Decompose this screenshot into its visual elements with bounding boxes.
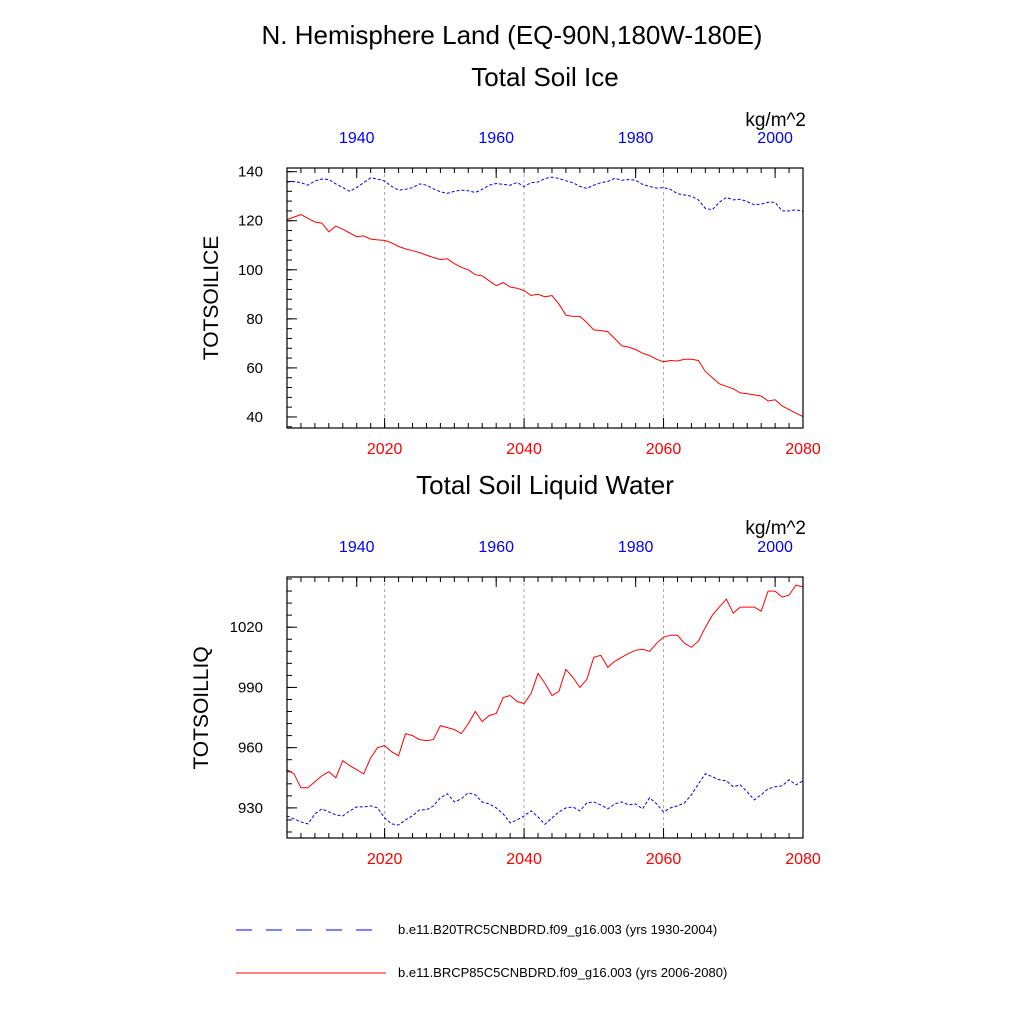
plot-frame [286,576,804,839]
y-tick-label: 960 [238,740,263,757]
panel-title-liq: Total Soil Liquid Water [416,470,674,500]
y-tick-label: 1020 [230,619,263,636]
x-tick-label-bottom: 2020 [367,441,403,458]
y-tick-label: 990 [238,679,263,696]
y-tick-label: 100 [238,262,263,279]
y-tick-label: 60 [246,360,263,377]
panel-liq: Total Soil Liquid Water kg/m^2 TOTSOILLI… [190,470,821,868]
panel-ice: Total Soil Ice kg/m^2 TOTSOILICE 2020 204… [200,62,821,458]
x-tick-label-bottom: 2060 [646,851,682,868]
units-label-ice: kg/m^2 [745,110,806,131]
legend-label-future: b.e11.BRCP85C5CNBDRD.f09_g16.003 (yrs 20… [398,965,727,980]
y-tick-label: 80 [246,311,263,328]
series-line-future [286,584,804,789]
plot-frame [286,167,804,429]
units-label-liq: kg/m^2 [745,518,806,539]
panel-title-ice: Total Soil Ice [471,62,618,92]
y-tick-label: 40 [246,409,263,426]
x-tick-label-top: 1980 [618,539,654,556]
x-tick-label-top: 1960 [478,130,514,147]
series-line-future [286,214,804,417]
legend-label-historical: b.e11.B20TRC5CNBDRD.f09_g16.003 (yrs 193… [398,922,717,937]
x-tick-label-bottom: 2040 [506,441,542,458]
x-tick-label-bottom: 2080 [785,851,821,868]
suptitle: N. Hemisphere Land (EQ-90N,180W-180E) [262,20,763,50]
y-tick-label: 140 [238,164,263,181]
x-tick-label-top: 1960 [478,539,514,556]
x-tick-label-top: 1980 [618,130,654,147]
x-tick-label-top: 1940 [339,130,375,147]
series-line-historical [286,176,804,212]
y-axis-label-liq: TOTSOILLIQ [190,646,213,769]
x-tick-label-bottom: 2060 [646,441,682,458]
x-tick-label-bottom: 2040 [506,851,542,868]
y-tick-label: 930 [238,800,263,817]
x-tick-label-bottom: 2020 [367,851,403,868]
series-line-historical [286,773,804,826]
x-tick-label-top: 2000 [757,130,793,147]
x-tick-label-top: 2000 [757,539,793,556]
legend: b.e11.B20TRC5CNBDRD.f09_g16.003 (yrs 193… [236,922,727,980]
x-tick-label-bottom: 2080 [785,441,821,458]
y-tick-label: 120 [238,213,263,230]
y-axis-label-ice: TOTSOILICE [200,236,223,360]
x-tick-label-top: 1940 [339,539,375,556]
